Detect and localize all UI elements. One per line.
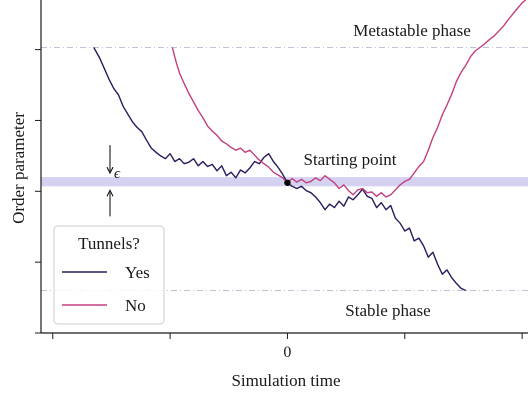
legend: Tunnels? Yes No — [53, 225, 165, 325]
legend-entry-no: No — [125, 296, 146, 315]
starting-point-marker — [284, 179, 291, 186]
epsilon-arrowhead-bottom — [106, 189, 114, 197]
plot-area — [41, 0, 528, 292]
epsilon-arrowhead-top — [106, 166, 114, 175]
legend-title: Tunnels? — [78, 234, 140, 253]
legend-entry-yes: Yes — [125, 263, 150, 282]
x-tick-label: 0 — [283, 344, 291, 361]
x-axis-label: Simulation time — [231, 371, 340, 390]
series-line-yes — [93, 47, 467, 292]
legend-box — [53, 225, 165, 325]
epsilon-label: ϵ — [114, 166, 121, 182]
labels: Simulation time Order parameter Metastab… — [9, 21, 471, 390]
starting-point-label: Starting point — [303, 150, 396, 169]
axes: 0 — [35, 0, 528, 361]
series-line-no — [171, 0, 527, 198]
metastable-phase-label: Metastable phase — [353, 21, 471, 40]
y-axis-label: Order parameter — [9, 112, 28, 224]
stable-phase-label: Stable phase — [345, 301, 430, 320]
